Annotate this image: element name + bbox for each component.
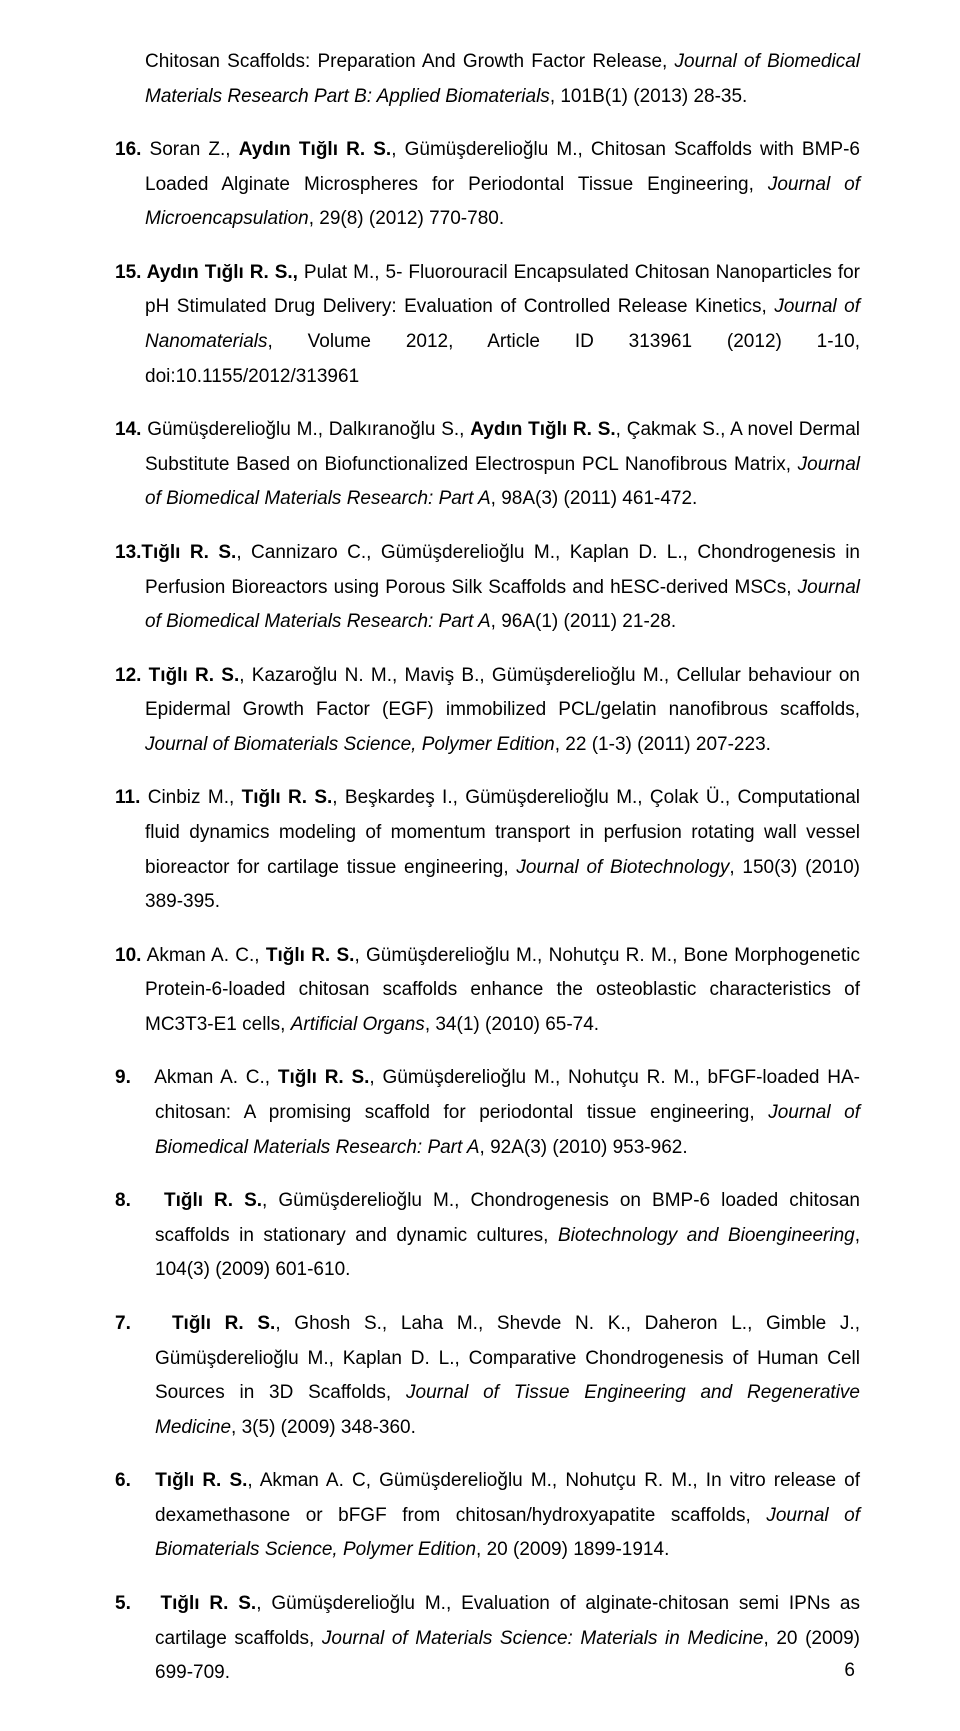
page-number: 6 <box>844 1654 855 1689</box>
reference-entry: 5. Tığlı R. S., Gümüşderelioğlu M., Eval… <box>115 1587 860 1691</box>
reference-list: Chitosan Scaffolds: Preparation And Grow… <box>115 45 860 1691</box>
reference-entry: 7. Tığlı R. S., Ghosh S., Laha M., Shevd… <box>115 1307 860 1445</box>
reference-entry: 12. Tığlı R. S., Kazaroğlu N. M., Maviş … <box>115 659 860 763</box>
reference-entry: 15. Aydın Tığlı R. S., Pulat M., 5- Fluo… <box>115 256 860 394</box>
reference-entry: 9. Akman A. C., Tığlı R. S., Gümüşdereli… <box>115 1061 860 1165</box>
reference-entry: 11. Cinbiz M., Tığlı R. S., Beşkardeş I.… <box>115 781 860 919</box>
reference-entry: 13.Tığlı R. S., Cannizaro C., Gümüşderel… <box>115 536 860 640</box>
reference-entry: Chitosan Scaffolds: Preparation And Grow… <box>115 45 860 114</box>
reference-entry: 6. Tığlı R. S., Akman A. C, Gümüşderelio… <box>115 1464 860 1568</box>
reference-entry: 10. Akman A. C., Tığlı R. S., Gümüşderel… <box>115 939 860 1043</box>
reference-entry: 14. Gümüşderelioğlu M., Dalkıranoğlu S.,… <box>115 413 860 517</box>
reference-entry: 8. Tığlı R. S., Gümüşderelioğlu M., Chon… <box>115 1184 860 1288</box>
document-page: Chitosan Scaffolds: Preparation And Grow… <box>0 0 960 1731</box>
reference-entry: 16. Soran Z., Aydın Tığlı R. S., Gümüşde… <box>115 133 860 237</box>
